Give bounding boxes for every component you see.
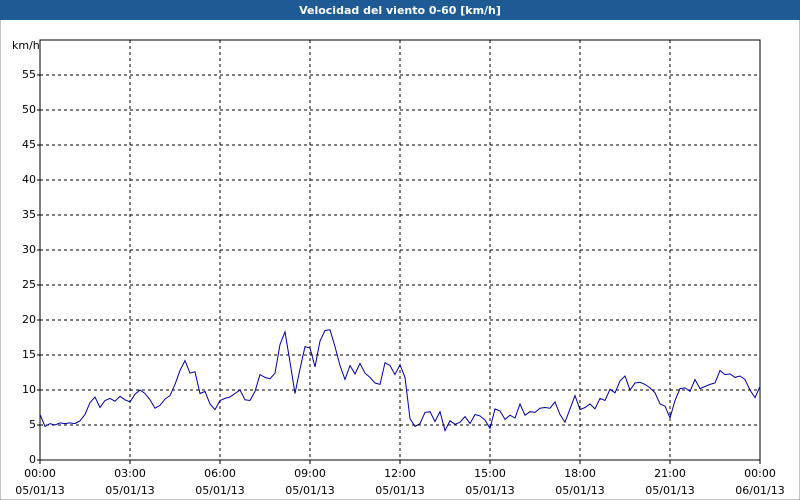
x-tick-label: 00:00: [24, 467, 56, 480]
x-tick-label: 06:00: [204, 467, 236, 480]
y-tick-label: 30: [22, 243, 36, 256]
x-tick-label: 18:00: [564, 467, 596, 480]
y-axis-label: km/h: [12, 39, 40, 52]
x-tick-date: 05/01/13: [15, 484, 64, 497]
y-tick-label: 45: [22, 138, 36, 151]
x-tick-date: 05/01/13: [645, 484, 694, 497]
y-tick-label: 50: [22, 103, 36, 116]
y-tick-label: 55: [22, 68, 36, 81]
x-tick-label: 09:00: [294, 467, 326, 480]
y-tick-label: 15: [22, 348, 36, 361]
x-tick-label: 15:00: [474, 467, 506, 480]
x-tick-date: 05/01/13: [465, 484, 514, 497]
x-tick-date: 05/01/13: [105, 484, 154, 497]
x-tick-label: 03:00: [114, 467, 146, 480]
x-tick-date: 05/01/13: [375, 484, 424, 497]
y-tick-label: 25: [22, 278, 36, 291]
y-tick-label: 10: [22, 383, 36, 396]
x-tick-date: 05/01/13: [555, 484, 604, 497]
x-tick-date: 05/01/13: [195, 484, 244, 497]
y-tick-label: 0: [29, 453, 36, 466]
y-tick-label: 5: [29, 418, 36, 431]
y-tick-label: 35: [22, 208, 36, 221]
line: [39, 329, 761, 432]
x-tick-date: 06/01/13: [735, 484, 784, 497]
x-tick-label: 21:00: [654, 467, 686, 480]
chart-title: Velocidad del viento 0-60 [km/h]: [299, 4, 501, 17]
y-tick-label: 40: [22, 173, 36, 186]
x-tick-date: 05/01/13: [285, 484, 334, 497]
x-tick-label: 00:00: [744, 467, 776, 480]
x-tick-label: 12:00: [384, 467, 416, 480]
title-bar: [0, 0, 800, 20]
y-tick-label: 20: [22, 313, 36, 326]
